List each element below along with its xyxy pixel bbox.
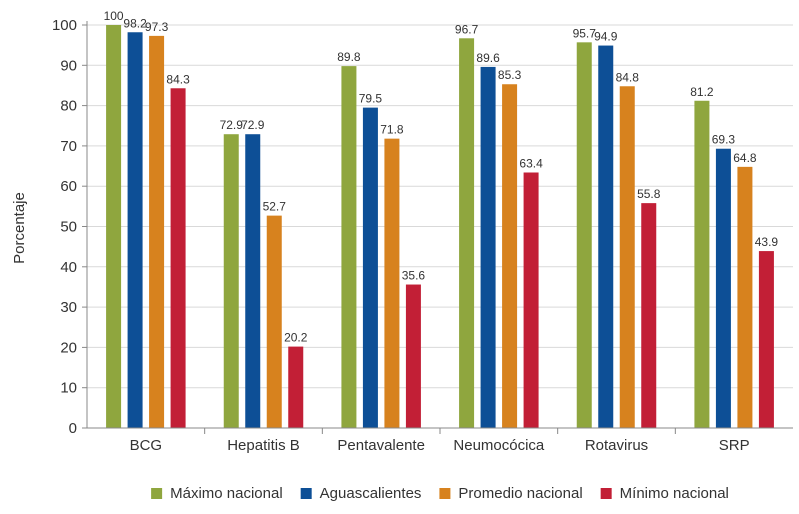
- axes: 0 10 20 30 40 50 60 70 80 90 100 BCG Hepatitis B Pent…: [52, 17, 793, 454]
- bar-máximo-nacional-2: [341, 66, 357, 428]
- legend-item: Promedio nacional: [439, 485, 583, 502]
- legend-label: Mínimo nacional: [620, 485, 729, 502]
- bar-máximo-nacional-5: [694, 100, 710, 428]
- bar-máximo-nacional-1: [223, 134, 239, 428]
- data-label: 85.3: [498, 68, 522, 82]
- data-label: 89.8: [337, 50, 361, 64]
- data-label: 63.4: [519, 156, 543, 170]
- data-label: 71.8: [380, 123, 404, 137]
- data-label: 81.2: [690, 85, 714, 99]
- data-label: 97.3: [145, 20, 169, 34]
- data-label: 94.9: [594, 30, 618, 44]
- x-category-label: SRP: [719, 437, 750, 454]
- bar-mínimo-nacional-1: [288, 346, 304, 428]
- bar-promedio-nacional-5: [737, 166, 753, 428]
- bar-aguascalientes-4: [598, 45, 614, 428]
- data-label: 100: [104, 9, 124, 23]
- legend-swatch: [151, 488, 163, 499]
- data-label: 69.3: [712, 133, 736, 147]
- y-tick-label: 40: [60, 259, 77, 276]
- bar-aguascalientes-2: [362, 107, 378, 429]
- data-label: 72.9: [220, 118, 244, 132]
- legend-label: Aguascalientes: [320, 485, 422, 502]
- x-category-label: BCG: [130, 437, 163, 454]
- legend-item: Máximo nacional: [151, 485, 283, 502]
- bars: [106, 25, 774, 429]
- y-tick-label: 50: [60, 219, 77, 236]
- bar-promedio-nacional-1: [266, 215, 282, 428]
- y-tick-label: 90: [60, 57, 77, 74]
- data-label: 95.7: [573, 26, 597, 40]
- legend: Máximo nacional Aguascalientes Promedio na…: [151, 485, 729, 502]
- data-label: 20.2: [284, 331, 308, 345]
- data-label: 35.6: [402, 269, 426, 283]
- y-axis-title: Porcentaje: [11, 192, 28, 264]
- y-tick-label: 20: [60, 339, 77, 356]
- y-tick-label: 0: [69, 420, 77, 437]
- x-category-label: Neumocócica: [453, 437, 545, 454]
- bar-máximo-nacional-0: [106, 25, 122, 428]
- bar-promedio-nacional-3: [502, 84, 518, 428]
- legend-swatch: [300, 488, 312, 499]
- bar-mínimo-nacional-4: [641, 203, 657, 428]
- bar-aguascalientes-1: [245, 134, 261, 428]
- legend-item: Mínimo nacional: [600, 485, 729, 502]
- data-label: 52.7: [263, 200, 287, 214]
- legend-item: Aguascalientes: [300, 485, 422, 502]
- data-label: 72.9: [241, 118, 265, 132]
- data-label: 89.6: [476, 51, 500, 65]
- legend-swatch: [600, 488, 612, 499]
- data-label: 84.8: [616, 70, 640, 84]
- bar-aguascalientes-0: [127, 32, 143, 429]
- bar-aguascalientes-5: [715, 148, 731, 428]
- bar-promedio-nacional-2: [384, 138, 400, 428]
- legend-label: Promedio nacional: [458, 485, 582, 502]
- data-label: 98.2: [123, 16, 147, 30]
- bar-promedio-nacional-0: [149, 35, 165, 428]
- bar-máximo-nacional-4: [576, 42, 592, 428]
- bar-mínimo-nacional-0: [170, 88, 186, 429]
- legend-swatch: [439, 488, 451, 499]
- y-tick-label: 60: [60, 178, 77, 195]
- y-tick-label: 10: [60, 380, 77, 397]
- data-label: 55.8: [637, 187, 661, 201]
- x-category-label: Pentavalente: [337, 437, 425, 454]
- data-label: 43.9: [755, 235, 779, 249]
- x-category-label: Hepatitis B: [227, 437, 300, 454]
- x-category-label: Rotavirus: [585, 437, 648, 454]
- bar-máximo-nacional-3: [459, 38, 475, 428]
- bar-mínimo-nacional-2: [405, 284, 421, 428]
- bar-mínimo-nacional-3: [523, 172, 539, 428]
- y-tick-label: 70: [60, 138, 77, 155]
- data-label: 96.7: [455, 22, 479, 36]
- bar-mínimo-nacional-5: [758, 251, 774, 428]
- data-label: 64.8: [733, 151, 757, 165]
- gridlines: [87, 24, 793, 389]
- y-tick-label: 30: [60, 299, 77, 316]
- y-tick-label: 80: [60, 98, 77, 115]
- legend-label: Máximo nacional: [170, 485, 283, 502]
- data-label: 79.5: [359, 92, 383, 106]
- bar-aguascalientes-3: [480, 66, 496, 429]
- y-tick-label: 100: [52, 17, 77, 34]
- bar-promedio-nacional-4: [619, 86, 635, 429]
- data-label: 84.3: [166, 72, 190, 86]
